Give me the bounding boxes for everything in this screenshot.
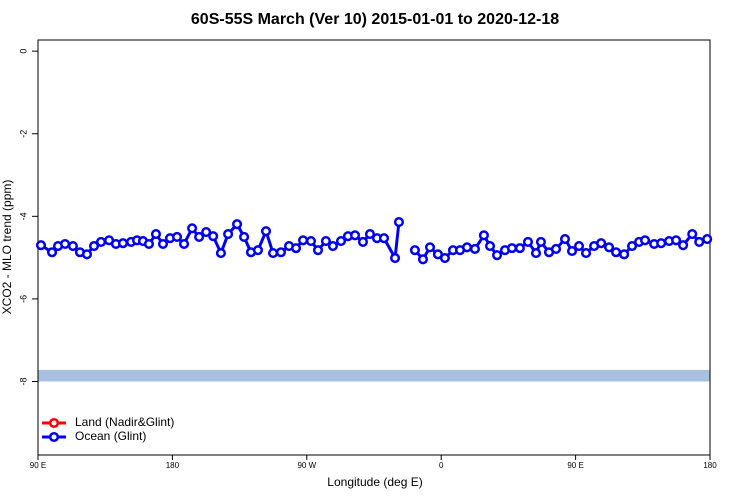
data-point [194,231,205,243]
data-point [424,242,436,253]
data-point [150,229,162,240]
data-point [378,233,390,244]
data-point [312,245,324,256]
x-tick-label: 180 [703,461,717,470]
data-point [390,252,401,264]
data-point [596,238,607,249]
data-point [117,238,129,249]
data-point [417,254,429,265]
data-point [671,235,682,246]
data-point [59,238,71,250]
data-point [305,236,317,247]
data-point [492,250,503,261]
data-point [478,230,489,241]
data-point [81,249,93,260]
data-point [46,247,58,258]
data-point [626,241,638,252]
x-tick-label: 0 [439,461,444,470]
data-point [171,231,183,243]
data-point [439,252,450,264]
data-point [157,238,169,250]
data-point [550,243,562,254]
data-point [252,245,264,256]
data-point [178,238,190,250]
data-point [484,241,496,252]
legend-marker [48,417,60,429]
x-tick-label: 90 E [567,461,583,470]
data-point [223,229,234,240]
data-point [409,245,420,256]
data-point [687,229,698,240]
data-point [573,241,585,252]
data-point [461,242,473,253]
data-point [639,235,651,246]
data-point [559,233,571,245]
x-tick-label: 90 W [297,461,316,470]
data-point [88,241,100,252]
data-point [201,226,212,238]
x-axis-label: Longitude (deg E) [327,475,422,489]
data-point [320,236,331,247]
data-point [208,231,219,242]
data-point [522,236,534,247]
legend-marker [48,431,60,443]
data-point [95,236,107,247]
data-point [611,247,622,258]
data-point [239,231,250,243]
data-point [535,236,547,247]
data-point [619,249,630,260]
data-point [604,242,615,253]
data-point [143,238,155,250]
chart-title: 60S-55S March (Ver 10) 2015-01-01 to 202… [191,11,559,28]
data-point [268,248,279,259]
data-point [581,248,592,259]
data-point [514,243,525,254]
data-point [275,247,287,258]
legend-label: Ocean (Glint) [75,429,146,443]
y-tick-label: -8 [18,377,28,385]
data-point [35,240,47,251]
band [38,369,710,382]
data-point [393,217,404,228]
data-point [678,240,689,251]
data-point [364,229,376,240]
data-point [260,226,272,237]
y-tick-label: -6 [18,295,28,303]
x-tick-label: 180 [166,461,180,470]
data-point [694,236,705,247]
data-point [327,241,338,252]
data-point [566,245,578,257]
data-point [702,233,713,245]
data-point [506,243,518,254]
y-tick-label: -2 [18,130,28,138]
data-point [215,248,226,259]
data-point [530,248,542,259]
data-point [232,219,243,230]
data-point [67,241,78,252]
data-point [187,223,198,234]
data-point [469,243,480,254]
y-tick-label: -4 [18,212,28,220]
data-point [298,235,309,246]
y-axis-label: XCO2 - MLO trend (ppm) [0,180,14,315]
y-tick-label: 0 [18,49,28,54]
data-point [357,236,368,247]
data-point [290,243,302,254]
data-point [349,230,361,241]
legend-label: Land (Nadir&Glint) [75,415,174,429]
x-tick-label: 90 E [30,461,46,470]
data-point [656,238,667,249]
data-point [335,236,347,247]
